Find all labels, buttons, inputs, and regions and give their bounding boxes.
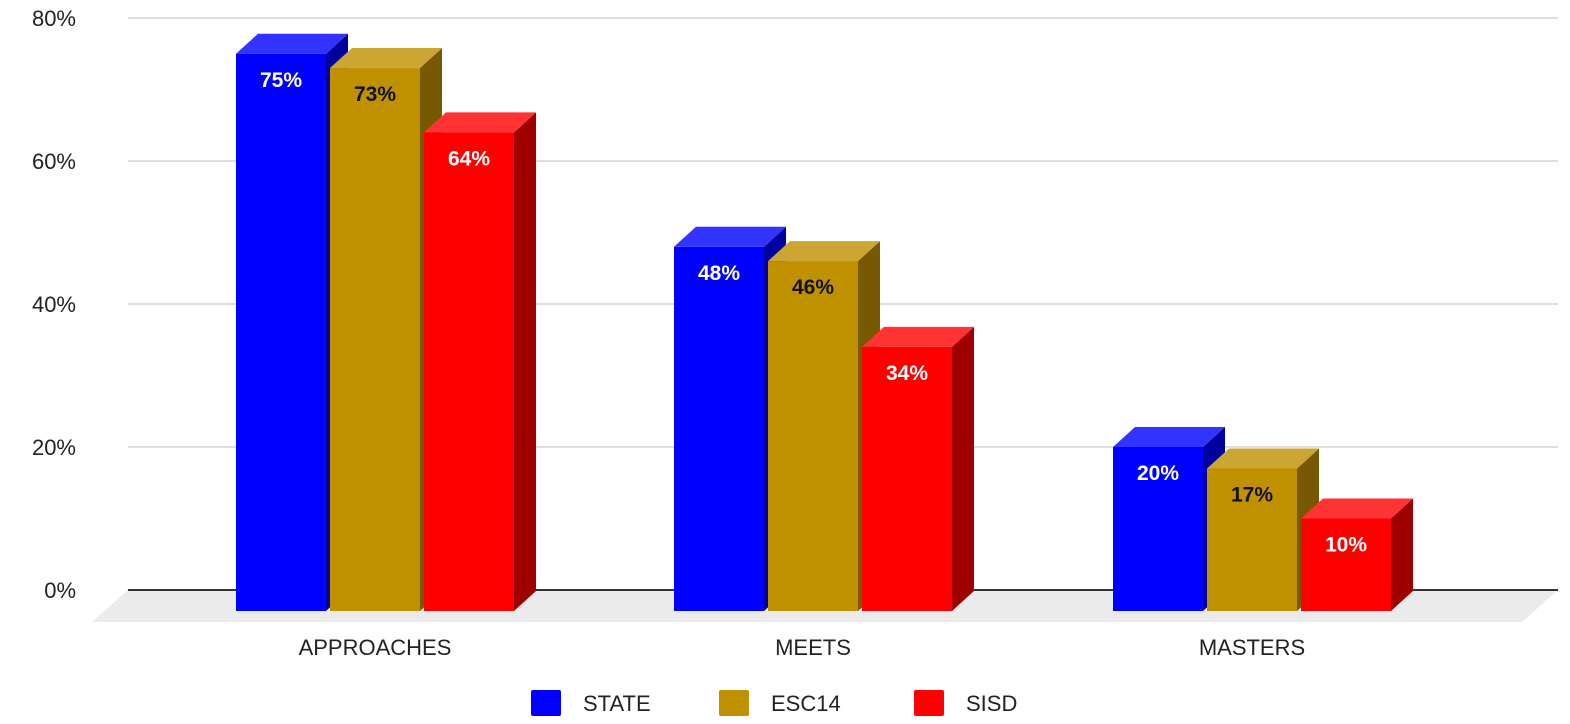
bar-top [862, 326, 974, 347]
legend-label: ESC14 [771, 691, 841, 716]
legend-item-sisd: SISD [914, 690, 1017, 716]
y-tick-label: 20% [32, 435, 76, 460]
bar-side [514, 112, 536, 612]
bar-front [1113, 447, 1203, 611]
bar-front [1207, 468, 1297, 611]
bar-state-masters: 20% [1113, 427, 1225, 611]
bar-top [236, 33, 348, 54]
bar-front [1301, 518, 1391, 611]
bar-top [1207, 448, 1319, 469]
bar-side [1391, 498, 1413, 611]
data-label: 73% [354, 83, 396, 106]
bar-side [952, 326, 974, 611]
legend-item-state: STATE [531, 690, 651, 716]
data-label: 20% [1137, 462, 1179, 485]
y-tick-label: 40% [32, 292, 76, 317]
data-label: 48% [698, 262, 740, 285]
legend-swatch [914, 690, 944, 716]
bar-front [236, 53, 326, 611]
legend-item-esc14: ESC14 [719, 690, 841, 716]
bars: 75% 73% 64% 48% 46% 34% 20% 17% 10% [236, 33, 1413, 612]
legend-label: STATE [583, 691, 651, 716]
bar-top [1113, 427, 1225, 447]
y-tick-label: 0% [44, 578, 76, 603]
bar-top [674, 226, 786, 247]
legend: STATE ESC14 SISD [531, 690, 1017, 716]
bar-front [862, 346, 952, 611]
bar-top [330, 48, 442, 69]
y-tick-label: 80% [32, 6, 76, 31]
bar-top [1301, 498, 1413, 519]
bar-esc14-masters: 17% [1207, 448, 1319, 611]
y-axis: 0% 20% 40% 60% 80% [32, 6, 76, 603]
legend-swatch [531, 690, 561, 716]
bar-sisd-masters: 10% [1301, 498, 1413, 611]
data-label: 46% [792, 276, 834, 299]
data-label: 75% [260, 69, 302, 92]
legend-label: SISD [966, 691, 1017, 716]
x-tick-label: MASTERS [1199, 635, 1305, 660]
bar-front [424, 132, 514, 611]
x-axis: APPROACHES MEETS MASTERS [299, 635, 1306, 660]
data-label: 64% [448, 147, 490, 170]
x-tick-label: MEETS [775, 635, 851, 660]
bar-front [768, 261, 858, 611]
bar-top [768, 241, 880, 262]
bar-sisd-meets: 34% [862, 326, 974, 611]
bar-sisd-approaches: 64% [424, 112, 536, 612]
data-label: 34% [886, 362, 928, 385]
data-label: 10% [1325, 534, 1367, 557]
bar-top [424, 112, 536, 133]
bar-front [330, 68, 420, 612]
bar-state-approaches: 75% [236, 33, 348, 611]
data-label: 17% [1231, 483, 1273, 506]
y-tick-label: 60% [32, 149, 76, 174]
bar-front [674, 246, 764, 612]
legend-swatch [719, 690, 749, 716]
x-tick-label: APPROACHES [299, 635, 452, 660]
